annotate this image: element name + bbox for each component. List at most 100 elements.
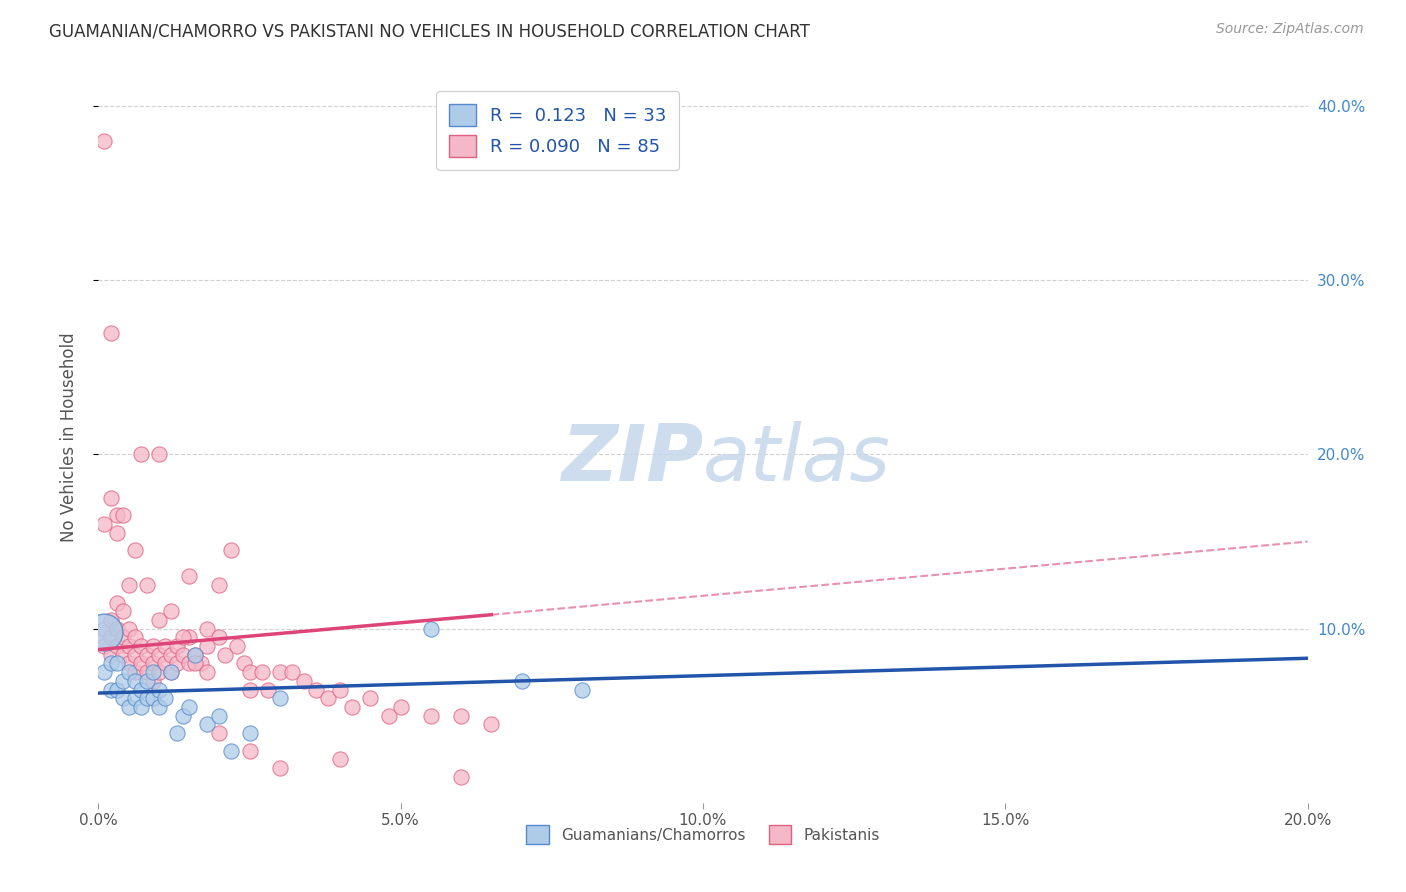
Point [360,691,382,706]
Point [93,625,115,640]
Point [250,665,273,680]
Point [93,665,115,680]
Point [129,448,152,462]
Point [111,648,134,662]
Point [124,648,146,662]
Point [269,691,291,706]
Point [256,682,278,697]
Point [129,639,152,653]
Point [105,657,128,671]
Point [93,639,115,653]
Point [105,595,128,609]
Y-axis label: No Vehicles in Household: No Vehicles in Household [59,332,77,542]
Point [184,648,207,662]
Point [329,682,352,697]
Point [239,665,262,680]
Point [135,648,157,662]
Point [153,657,176,671]
Point [195,622,218,636]
Point [100,682,122,697]
Point [129,700,152,714]
Point [153,691,176,706]
Point [221,743,243,757]
Point [481,717,503,731]
Point [195,639,218,653]
Point [153,639,176,653]
Point [93,622,115,636]
Point [510,673,533,688]
Point [118,665,141,680]
Point [118,622,141,636]
Point [221,543,243,558]
Point [100,326,122,340]
Point [195,717,218,731]
Point [111,604,134,618]
Point [148,613,170,627]
Text: ZIP: ZIP [561,421,703,497]
Point [105,682,128,697]
Point [190,657,212,671]
Point [208,726,231,740]
Point [172,648,194,662]
Point [129,682,152,697]
Point [208,708,231,723]
Point [148,448,170,462]
Point [281,665,304,680]
Point [172,708,194,723]
Point [214,648,236,662]
Point [450,708,472,723]
Point [105,622,128,636]
Point [124,665,146,680]
Point [179,700,201,714]
Point [377,708,399,723]
Point [148,682,170,697]
Text: atlas: atlas [703,421,891,497]
Point [208,578,231,592]
Point [160,665,183,680]
Point [208,631,231,645]
Point [93,517,115,532]
Point [232,657,254,671]
Text: Source: ZipAtlas.com: Source: ZipAtlas.com [1216,22,1364,37]
Point [172,631,194,645]
Point [166,657,188,671]
Point [118,657,141,671]
Point [160,648,183,662]
Point [142,691,165,706]
Point [105,639,128,653]
Point [184,648,207,662]
Point [420,622,443,636]
Point [179,631,201,645]
Point [124,691,146,706]
Point [148,700,170,714]
Point [124,673,146,688]
Point [93,134,115,148]
Point [111,631,134,645]
Point [148,648,170,662]
Point [105,508,128,523]
Point [184,657,207,671]
Point [118,700,141,714]
Point [389,700,412,714]
Point [142,657,165,671]
Point [129,657,152,671]
Point [239,726,262,740]
Point [100,631,122,645]
Point [571,682,593,697]
Point [111,508,134,523]
Point [105,525,128,540]
Point [100,648,122,662]
Point [166,726,188,740]
Point [111,673,134,688]
Point [135,578,157,592]
Point [239,682,262,697]
Point [179,569,201,583]
Point [160,665,183,680]
Point [118,639,141,653]
Point [269,761,291,775]
Point [179,657,201,671]
Point [142,673,165,688]
Point [124,631,146,645]
Point [342,700,364,714]
Point [160,604,183,618]
